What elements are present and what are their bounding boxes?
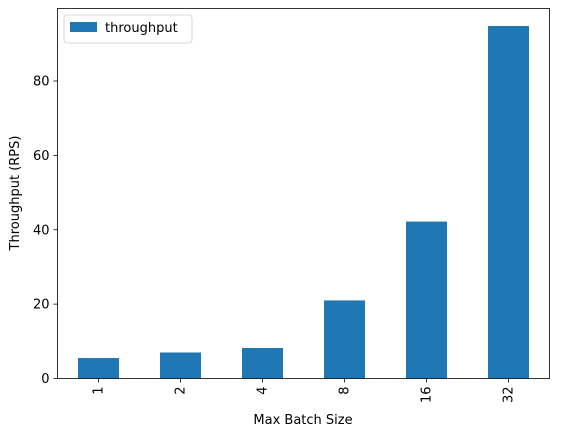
bar-16 [406, 221, 447, 379]
y-tick-label: 0 [41, 372, 49, 387]
x-tick-label: 2 [174, 387, 189, 395]
bar-4 [242, 348, 283, 379]
bar-1 [78, 358, 119, 379]
x-tick-label: 16 [420, 387, 435, 404]
x-tick-label: 1 [92, 387, 107, 395]
plot-frame [57, 8, 550, 379]
y-axis-ticks: 0 20 40 60 80 [33, 75, 58, 387]
x-axis-ticks: 1 2 4 8 16 32 [92, 378, 517, 404]
legend-swatch [70, 22, 97, 32]
y-axis-label: Throughput (RPS) [8, 136, 23, 252]
x-tick-label: 32 [502, 387, 517, 404]
legend: throughput [63, 14, 193, 44]
bar-32 [488, 25, 529, 379]
x-tick-label: 4 [256, 387, 271, 395]
x-tick-label: 8 [338, 387, 353, 395]
y-tick-label: 40 [33, 223, 50, 238]
x-axis-label: Max Batch Size [253, 413, 352, 428]
y-tick-label: 20 [33, 298, 50, 313]
y-tick-label: 80 [33, 75, 50, 90]
bars-group [78, 25, 529, 379]
y-tick-label: 60 [33, 149, 50, 164]
legend-label: throughput [105, 21, 178, 36]
bar-2 [160, 352, 201, 379]
bar-8 [324, 300, 365, 379]
